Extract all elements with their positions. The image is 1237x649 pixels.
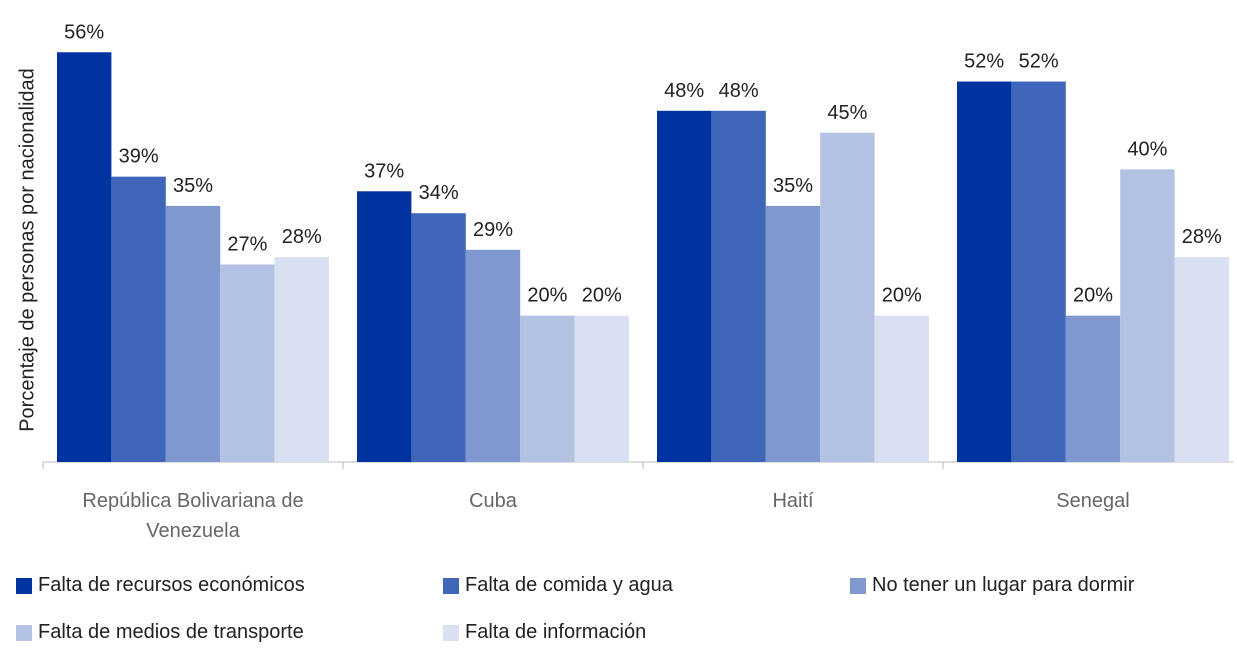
bar [957,81,1012,463]
data-label: 35% [773,175,813,197]
data-label: 48% [719,80,759,102]
data-label: 28% [282,226,322,248]
bar [274,257,329,462]
legend-label: Falta de medios de transporte [38,621,304,643]
data-label: 39% [119,146,159,168]
data-label: 20% [1073,285,1113,307]
legend-swatch [16,624,32,641]
bar [765,205,821,462]
legend-swatch [16,577,32,594]
legend-item: No tener un lugar para dormir [850,574,1134,597]
data-label: 52% [964,51,1004,73]
legend-label: Falta de información [465,621,647,643]
data-label: 37% [364,160,404,182]
bar [1120,169,1175,463]
bar [657,110,712,463]
legend-label: Falta de comida y agua [465,574,673,596]
legend-item: Falta de medios de transporte [16,621,304,644]
bar [1174,257,1229,462]
data-label: 56% [64,21,104,43]
bar [1065,315,1121,462]
data-label: 20% [527,285,567,307]
bar [357,191,412,463]
bar [57,52,112,463]
x-tick-label: Haití [772,490,814,512]
bar [165,205,221,462]
legend-item: Falta de recursos económicos [16,574,305,597]
data-label: 48% [664,80,704,102]
x-tick-label: República Bolivariana de Venezuela [82,490,304,542]
x-tick-label: Senegal [1056,490,1130,512]
legend-item: Falta de información [443,621,646,644]
bar [574,315,629,462]
bar [711,110,766,463]
legend-swatch [443,577,459,594]
legend-swatch [443,624,459,641]
data-label: 20% [582,285,622,307]
data-label: 52% [1019,51,1059,73]
legend-label: Falta de recursos económicos [38,574,305,596]
data-label: 20% [882,285,922,307]
bar [411,213,466,462]
legend-label: No tener un lugar para dormir [872,574,1135,596]
legend-swatch [850,577,866,594]
bar [465,249,521,462]
bar [520,315,575,462]
bar [874,315,929,462]
bar [820,132,875,462]
bar [1011,81,1066,463]
bar [111,176,166,462]
data-label: 40% [1127,138,1167,160]
data-label: 27% [227,233,267,255]
data-label: 28% [1182,226,1222,248]
data-label: 29% [473,219,513,241]
bar [220,264,275,462]
data-label: 35% [173,175,213,197]
y-axis-label: Porcentaje de personas por nacionalidad [16,68,38,432]
data-label: 34% [419,182,459,204]
data-label: 45% [827,102,867,124]
legend-item: Falta de comida y agua [443,574,673,597]
x-tick-label: Cuba [469,490,517,512]
